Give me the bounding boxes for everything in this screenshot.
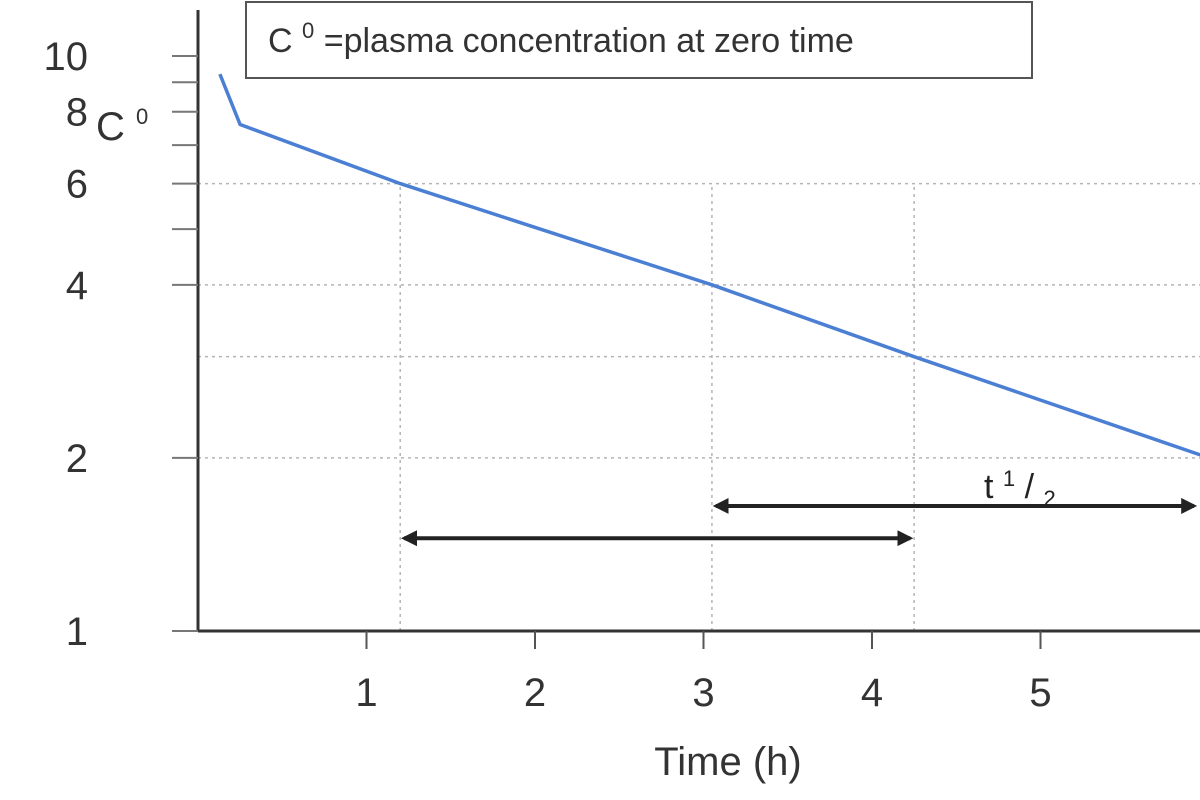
half-life-den: 2 [1044, 486, 1056, 511]
y-tick-label: 6 [66, 163, 88, 207]
y-tick-label: 4 [66, 264, 88, 308]
x-tick-label: 5 [1029, 671, 1051, 715]
half-life-num: 1 [1003, 466, 1015, 491]
legend-description: =plasma concentration at zero time [324, 22, 854, 60]
grid-layer [198, 182, 1200, 631]
legend-text: C 0 =plasma concentration at zero time [268, 8, 854, 60]
legend-box: C 0 =plasma concentration at zero time [245, 1, 1033, 79]
y-tick-label: 2 [66, 437, 88, 481]
arrows-layer [401, 497, 1198, 547]
c0-label: C 0 [96, 104, 148, 149]
y-tick-label: 10 [44, 35, 89, 79]
c0-sup: 0 [136, 104, 148, 129]
axes-layer [196, 10, 1200, 633]
x-tick-label: 3 [692, 671, 714, 715]
legend-c-sup: 0 [302, 18, 314, 43]
legend-box-frame [245, 1, 1033, 79]
x-tick-label: 4 [861, 671, 883, 715]
half-life-slash: / [1025, 468, 1035, 506]
half-life-t: t [984, 468, 1003, 506]
legend-c: C [268, 22, 293, 60]
series-layer [218, 73, 1200, 457]
c0-c: C [96, 105, 125, 149]
x-tick-label: 2 [524, 671, 546, 715]
x-axis-title: Time (h) [654, 740, 801, 784]
concentration-line [218, 73, 1200, 457]
y-tick-label: 8 [66, 91, 88, 135]
y-tick-label: 1 [66, 610, 88, 654]
half-life-label: t 1 / 2 [984, 456, 1056, 511]
x-tick-label: 1 [355, 671, 377, 715]
